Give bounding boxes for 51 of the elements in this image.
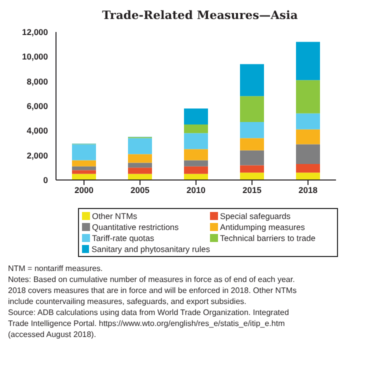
bar: [72, 166, 96, 170]
bar: [128, 162, 152, 168]
bar: [296, 164, 320, 173]
bar: [240, 138, 264, 150]
bar: [184, 124, 208, 134]
bar: [128, 154, 152, 163]
bar: [240, 96, 264, 122]
bar: [184, 133, 208, 150]
bar: [240, 122, 264, 138]
bar: [128, 138, 152, 154]
x-tick-label: 2015: [242, 185, 262, 196]
bar: [296, 129, 320, 144]
x-tick-label: 2018: [298, 185, 318, 196]
bar: [72, 144, 96, 160]
legend-label: Antidumping measures: [219, 222, 306, 232]
bar: [72, 170, 96, 174]
bar: [240, 64, 264, 96]
text: Notes: Based on cumulative number of measures in force as of end of each year. 2018 covers measures that are in force and will be enforced in 2018. Other NTMs include countervailing measures, safeguards, and export subsidies.: [8, 274, 298, 307]
x-tick-label: 2005: [130, 185, 150, 196]
bar: [240, 172, 264, 180]
bar: [184, 108, 208, 124]
x-tick-label: 2000: [74, 185, 94, 196]
legend-label: Sanitary and phytosanitary rules: [90, 244, 210, 254]
bar: [184, 160, 208, 166]
bar: [240, 150, 264, 166]
y-tick-label: 0: [43, 175, 48, 186]
y-tick-label: 2,000: [26, 150, 48, 160]
bar: [128, 168, 152, 174]
chart-title: Trade-Related Measures—Asia: [101, 8, 299, 22]
y-tick-label: 12,000: [22, 27, 48, 38]
bar: [296, 80, 320, 114]
bar: [296, 42, 320, 80]
legend-label: Tariff-rate quotas: [91, 233, 156, 243]
legend-label: Other NTMs: [91, 211, 138, 221]
bar: [184, 149, 208, 160]
legend-label: Technical barriers to trade: [219, 233, 316, 243]
bar: [72, 160, 96, 166]
legend-label: Quantitative restrictions: [91, 222, 180, 232]
y-tick-label: 10,000: [22, 52, 48, 62]
text: NTM = nontariff measures.: [8, 263, 104, 274]
bar: [296, 144, 320, 164]
y-tick-label: 8,000: [26, 76, 48, 86]
x-tick-label: 2010: [186, 185, 206, 196]
source-note: Source: ADB calculations using data from World Trade Organization. Integrated Trade Intelligence Portal. https://www.wto.org/english/res_e/statis_e/itip_e.htm (accessed August 2018).: [8, 307, 290, 340]
bar: [240, 165, 264, 173]
bar: [296, 113, 320, 130]
legend-label: Special safeguards: [219, 211, 292, 221]
bar: [184, 166, 208, 174]
y-tick-label: 4,000: [26, 126, 48, 136]
bar: [296, 172, 320, 180]
y-tick-label: 6,000: [26, 101, 48, 112]
